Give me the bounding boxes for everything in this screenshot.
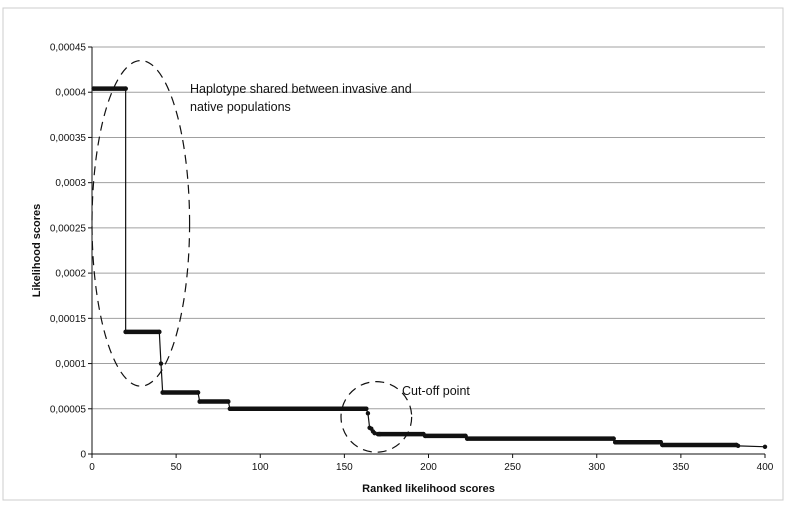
series-point (157, 329, 162, 335)
series-point (158, 361, 164, 366)
series-point (195, 390, 201, 395)
annotation-ellipse (91, 59, 191, 387)
y-tick-label: 0,00025 (50, 223, 87, 234)
y-tick-label: 0,00035 (50, 133, 87, 144)
y-tick-label: 0,0001 (55, 359, 86, 370)
series-point (613, 440, 618, 445)
series-point (123, 329, 128, 335)
x-tick-label: 0 (89, 462, 95, 473)
y-tick-label: 0,0002 (55, 269, 86, 280)
x-tick-label: 300 (588, 462, 605, 473)
series-point (226, 399, 231, 404)
x-tick-label: 200 (420, 462, 437, 473)
x-tick-label: 150 (336, 462, 353, 473)
series-point (227, 406, 233, 411)
y-tick-label: 0,0004 (55, 88, 86, 99)
axes (88, 46, 766, 458)
data-series (91, 86, 768, 449)
gridlines (92, 46, 765, 410)
series-point (735, 443, 741, 449)
annotation-text: native populations (190, 100, 291, 114)
annotation-text: Cut-off point (402, 384, 470, 398)
chart-border (2, 7, 784, 501)
x-tick-label: 400 (757, 462, 774, 473)
annotations: Haplotype shared between invasive and nat… (91, 59, 470, 453)
series-point (160, 390, 165, 395)
series-point (422, 433, 428, 439)
y-tick-label: 0,00005 (50, 404, 87, 415)
labels: 0 0,00005 0,0001 0,00015 0,0002 0,00025 0,0003… (31, 43, 774, 496)
series-point (123, 86, 128, 91)
y-tick-label: 0,00015 (50, 314, 87, 325)
series-point (372, 430, 377, 436)
y-tick-label: 0,00045 (50, 43, 87, 54)
x-tick-label: 350 (673, 462, 690, 473)
x-axis-title: Ranked likelihood scores (362, 483, 495, 495)
y-axis-title: Likelihood scores (31, 204, 43, 298)
x-tick-label: 250 (504, 462, 521, 473)
series-point (377, 431, 382, 437)
series-point (91, 86, 96, 91)
series-point (611, 436, 616, 441)
series-point (464, 436, 470, 441)
y-tick-label: 0 (80, 450, 86, 461)
y-tick-label: 0,0003 (55, 178, 86, 189)
x-tick-label: 100 (252, 462, 269, 473)
x-tick-label: 50 (171, 462, 183, 473)
series-point (364, 406, 369, 411)
annotation-ellipse (340, 381, 413, 453)
series-point (197, 399, 202, 404)
series-point (762, 444, 768, 449)
series-point (660, 442, 665, 448)
series-point (365, 411, 371, 416)
annotation-text: Haplotype shared between invasive and (190, 82, 412, 96)
